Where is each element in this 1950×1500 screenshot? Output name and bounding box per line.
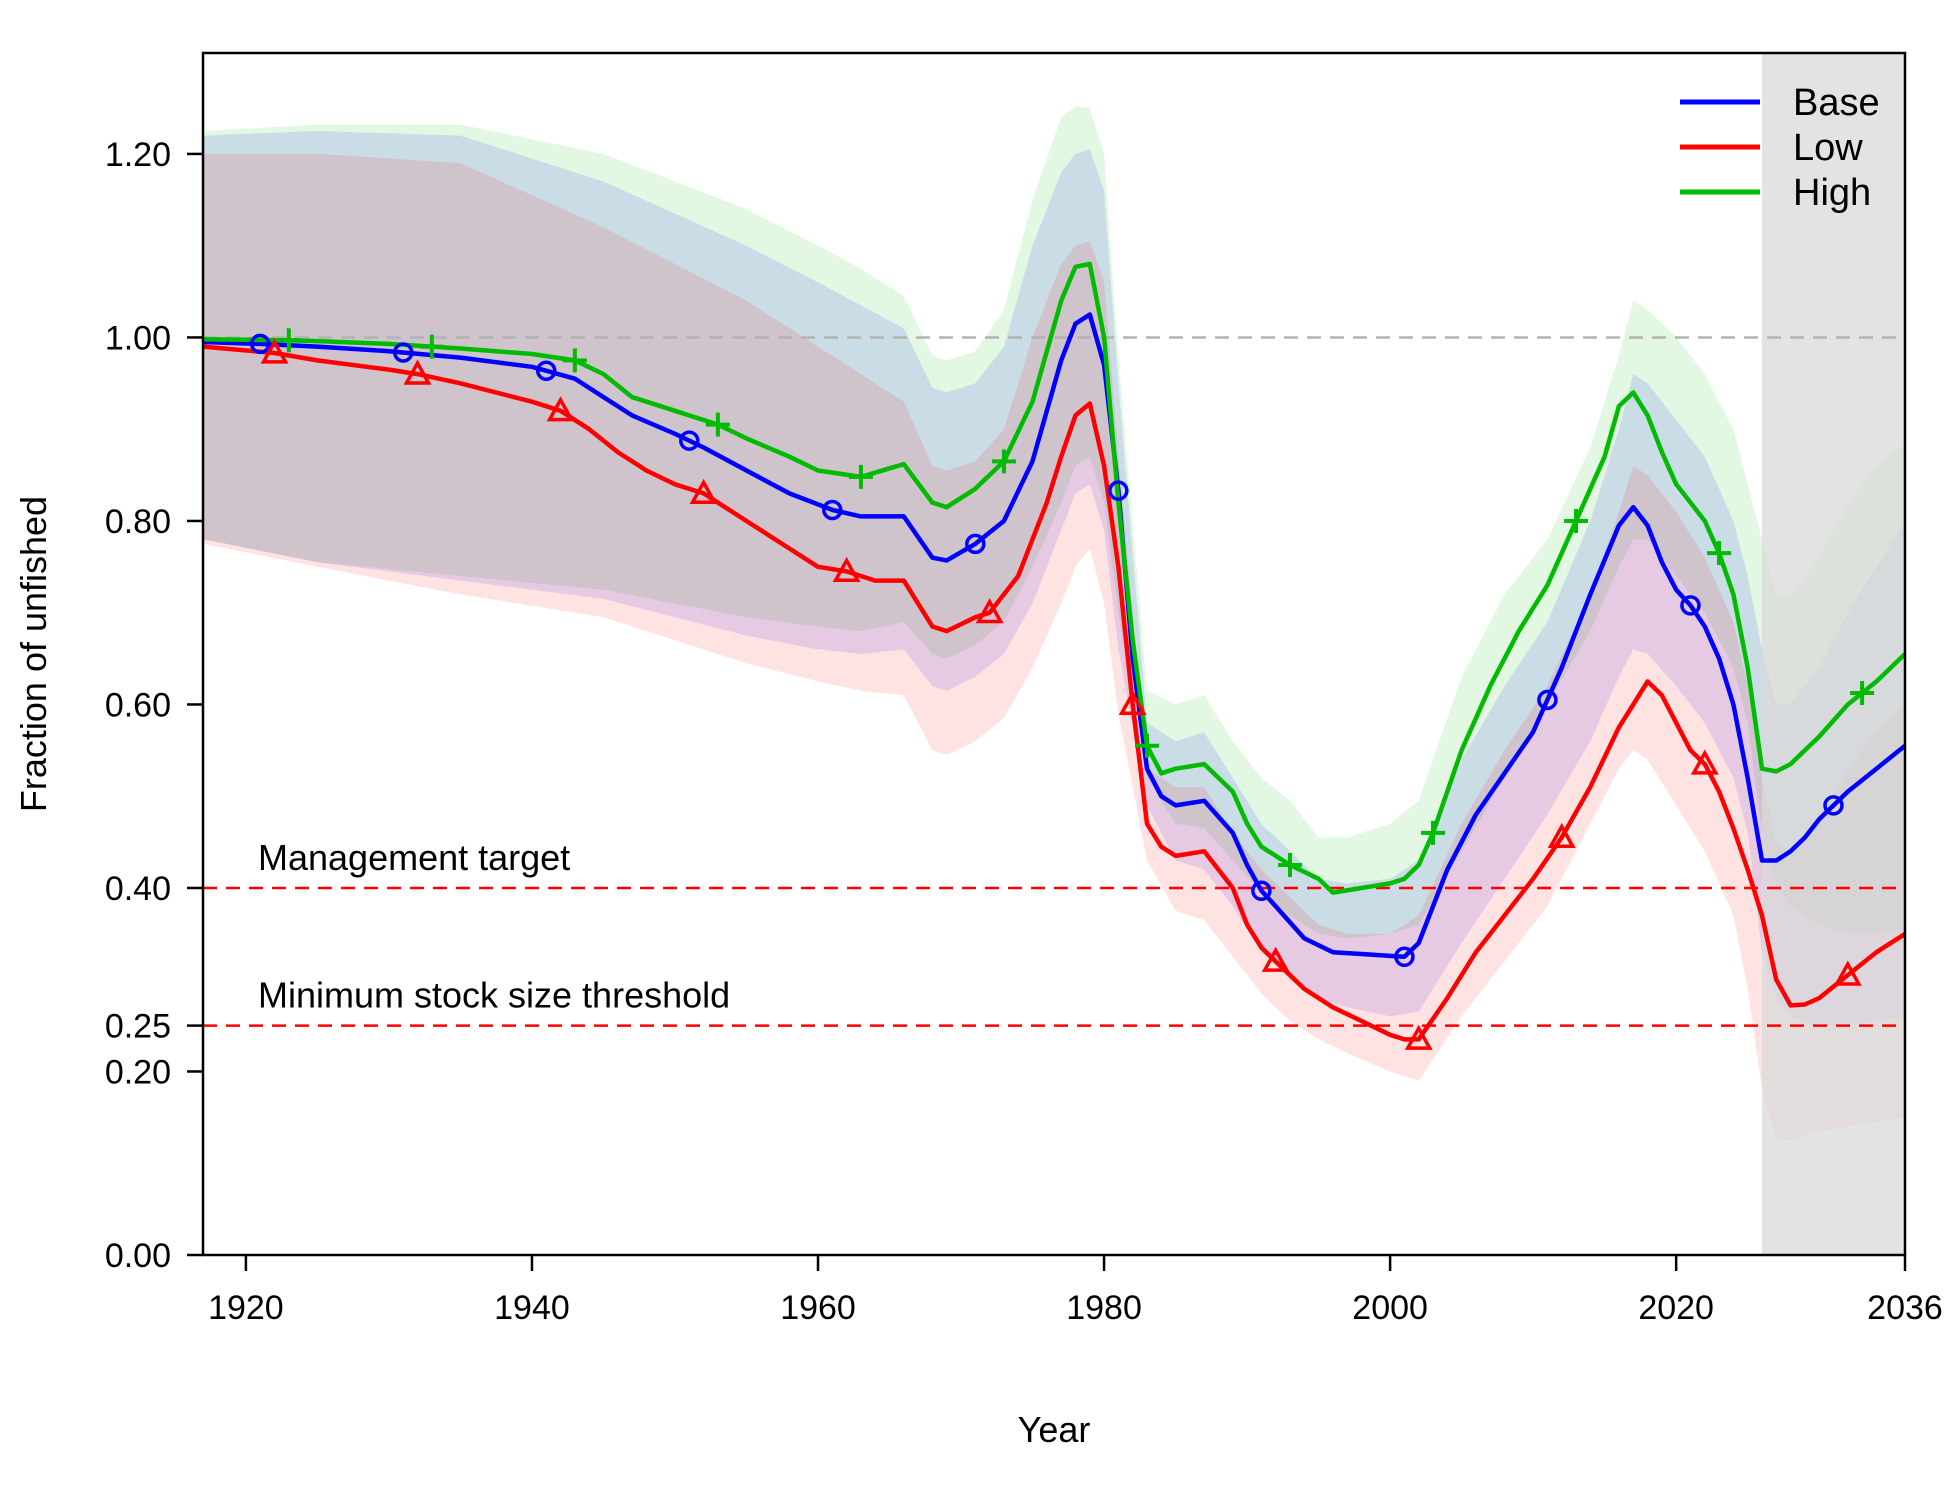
- marker-plus: [1564, 508, 1589, 533]
- x-tick-label: 1920: [208, 1289, 284, 1327]
- marker-triangle: [975, 598, 1004, 624]
- x-axis-title: Year: [1018, 1409, 1091, 1450]
- x-tick-label: 1940: [494, 1289, 570, 1327]
- reference-line-label: Management target: [258, 837, 570, 878]
- interval-band-base: [203, 131, 1905, 1026]
- x-tick-label: 1980: [1066, 1289, 1142, 1327]
- marker-triangle: [403, 359, 432, 385]
- marker-circle: [679, 430, 700, 451]
- marker-circle: [1823, 795, 1844, 816]
- marker-triangle: [1833, 960, 1862, 986]
- marker-plus: [1277, 853, 1302, 878]
- marker-plus: [1134, 733, 1159, 758]
- marker-plus: [419, 334, 444, 359]
- interval-band-low: [203, 153, 1905, 1141]
- axes: 0.00 0.20 0.25 0.40 0.60 0.80 1.00 1.20 1920 1940…: [105, 51, 1943, 1327]
- reference-lines: Management target Minimum stock size thre…: [203, 336, 1905, 1027]
- series-line-base: [203, 312, 1905, 960]
- x-tick-label: 2000: [1352, 1289, 1428, 1327]
- marker-triangle: [1118, 689, 1147, 716]
- marker-plus: [562, 348, 587, 373]
- marker-plus: [705, 412, 730, 437]
- y-tick-label: 0.80: [105, 503, 171, 541]
- plot-frame: [201, 51, 1907, 1257]
- series-markers: [249, 328, 1875, 1050]
- legend-label: Base: [1793, 82, 1880, 124]
- marker-plus: [1850, 680, 1875, 705]
- marker-circle: [1680, 595, 1701, 616]
- y-tick-label: 1.00: [105, 319, 171, 357]
- marker-plus: [1421, 820, 1446, 845]
- x-tick-label: 1960: [780, 1289, 856, 1327]
- marker-triangle: [1690, 749, 1719, 775]
- marker-triangle: [689, 478, 718, 504]
- marker-circle: [1394, 946, 1415, 968]
- x-tick-label: 2020: [1638, 1289, 1714, 1327]
- x-tick-label: 2036: [1867, 1289, 1943, 1327]
- interval-bands: [203, 106, 1905, 1141]
- marker-circle: [822, 499, 843, 521]
- marker-circle: [249, 333, 271, 355]
- reference-line-label: Minimum stock size threshold: [258, 975, 730, 1016]
- y-tick-label: 0.60: [105, 686, 171, 724]
- marker-circle: [1537, 689, 1558, 711]
- marker-triangle: [832, 556, 861, 582]
- marker-plus: [848, 464, 873, 489]
- y-axis-title: Fraction of unfished: [13, 496, 54, 812]
- marker-circle: [392, 342, 414, 363]
- y-tick-label: 0.25: [105, 1008, 171, 1046]
- y-tick-label: 0.20: [105, 1053, 171, 1091]
- forecast-region: [1761, 53, 1905, 1255]
- marker-triangle: [1261, 946, 1290, 972]
- marker-circle: [536, 360, 557, 382]
- marker-triangle: [260, 338, 289, 364]
- y-tick-label: 0.00: [105, 1237, 171, 1275]
- marker-plus: [1707, 541, 1732, 566]
- marker-plus: [276, 328, 301, 353]
- marker-plus: [991, 449, 1016, 474]
- marker-circle: [1251, 880, 1272, 901]
- marker-triangle: [546, 396, 575, 422]
- legend-label: Low: [1793, 127, 1863, 169]
- marker-circle: [965, 533, 986, 555]
- interval-band-high: [203, 106, 1905, 939]
- y-tick-label: 0.40: [105, 870, 171, 908]
- marker-triangle: [1547, 822, 1576, 849]
- marker-triangle: [1404, 1024, 1433, 1050]
- legend-label: High: [1793, 172, 1871, 214]
- y-tick-label: 1.20: [105, 136, 171, 174]
- marker-circle: [1108, 480, 1129, 501]
